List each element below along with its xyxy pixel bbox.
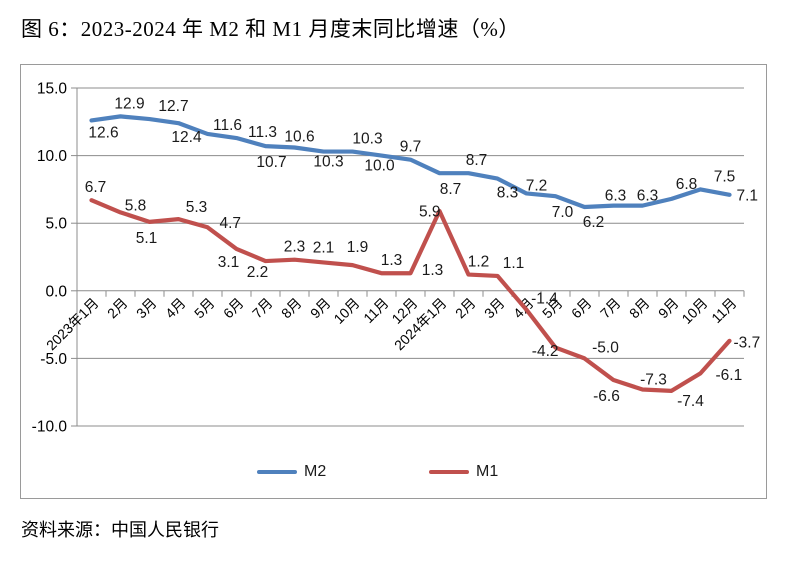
- x-axis-label: 8月: [278, 295, 305, 322]
- x-axis-label: 8月: [626, 295, 653, 322]
- data-label-m2: 10.0: [364, 158, 395, 175]
- data-label-m1: -5.0: [592, 339, 619, 356]
- chart-title: 图 6：2023-2024 年 M2 和 M1 月度末同比增速（%）: [21, 17, 520, 41]
- x-axis-label: 6月: [568, 295, 595, 322]
- data-label-m2: 12.9: [114, 95, 144, 112]
- y-axis-label: 15.0: [37, 81, 68, 98]
- series-line-m1: [89, 198, 732, 393]
- data-label-m2: 12.4: [171, 129, 202, 146]
- x-axis-label: 7月: [249, 295, 276, 322]
- data-label-m1: 3.1: [218, 254, 240, 271]
- data-label-m2: 6.3: [605, 188, 627, 205]
- data-label-m2: 8.3: [497, 185, 519, 202]
- data-label-m1: 1.1: [503, 255, 525, 272]
- x-axis-label: 2月: [104, 295, 131, 322]
- x-axis-label: 3月: [133, 295, 160, 322]
- data-label-m2: 7.2: [526, 177, 548, 194]
- data-label-m1: -3.7: [734, 334, 761, 351]
- x-axis-label: 2月: [452, 295, 479, 322]
- y-axis-label: 0.0: [45, 283, 67, 300]
- data-label-m1: -7.4: [677, 393, 704, 410]
- m2-legend-label: M2: [304, 463, 327, 480]
- x-axis-label: 9月: [655, 295, 682, 322]
- x-axis-label: 6月: [220, 295, 247, 322]
- data-label-m1: 5.9: [419, 204, 441, 221]
- x-axis-label: 10月: [330, 295, 362, 327]
- m2-legend-line-swatch: [257, 470, 297, 474]
- legend-item-m1: M1: [429, 461, 498, 483]
- y-axis-label: 10.0: [37, 148, 68, 165]
- data-label-m2: 10.6: [284, 128, 314, 145]
- data-label-m2: 9.7: [400, 139, 422, 156]
- data-label-m2: 12.7: [158, 98, 188, 115]
- data-label-m1: 6.7: [85, 179, 107, 196]
- data-label-m2: 10.7: [256, 154, 286, 171]
- x-axis-label: 5月: [191, 295, 218, 322]
- data-label-m1: -6.1: [716, 367, 743, 384]
- data-label-m2: 7.5: [714, 168, 736, 185]
- x-axis-label: 7月: [597, 295, 624, 322]
- data-label-m2: 8.7: [440, 181, 462, 198]
- data-label-m2: 11.3: [248, 124, 277, 141]
- data-label-m2: 7.0: [552, 204, 574, 221]
- data-label-m1: 1.9: [347, 239, 369, 256]
- source-note: 资料来源：中国人民银行: [21, 520, 219, 540]
- x-axis-label: 11月: [360, 295, 391, 326]
- data-label-m1: 4.7: [220, 215, 242, 232]
- data-label-m2: 6.3: [637, 188, 659, 205]
- y-axis-label: -10.0: [32, 419, 68, 436]
- m1-legend-label: M1: [476, 463, 499, 480]
- data-label-m1: -6.6: [593, 388, 620, 405]
- x-axis-label: 4月: [162, 295, 189, 322]
- data-label-m1: -1.4: [531, 291, 558, 308]
- data-label-m1: 1.3: [422, 262, 444, 279]
- data-label-m1: 5.1: [136, 230, 158, 247]
- data-label-m1: 2.3: [284, 239, 306, 256]
- data-label-m2: 6.2: [583, 214, 605, 231]
- x-axis-label: 3月: [481, 295, 508, 322]
- x-axis-label: 9月: [307, 295, 334, 322]
- data-label-m1: 5.8: [125, 197, 147, 214]
- data-label-m1: 2.1: [313, 239, 335, 256]
- data-label-m2: 6.8: [676, 176, 698, 193]
- data-label-m1: -7.3: [640, 371, 667, 388]
- m1-legend-line-swatch: [429, 470, 469, 474]
- chart-frame: 15.0 10.0 5.0 0.0 -5.0 -10.0 2023年1月 2月 3月 4月 5月 6月…: [20, 64, 767, 499]
- x-axis-label: 10月: [678, 295, 710, 327]
- data-label-m1: 1.3: [381, 252, 403, 269]
- x-axis-label: 11月: [708, 295, 739, 326]
- data-label-m2: 12.6: [88, 124, 118, 141]
- y-axis-label: 5.0: [45, 216, 67, 233]
- data-label-m1: -4.2: [532, 343, 559, 360]
- data-label-m1: 1.2: [468, 254, 490, 271]
- data-label-m1: 2.2: [247, 264, 269, 281]
- data-label-m2: 11.6: [213, 117, 242, 134]
- data-label-m2: 7.1: [737, 187, 759, 204]
- series-line-m2: [89, 114, 732, 210]
- x-axis-label: 2023年1月: [43, 295, 102, 354]
- legend-item-m2: M2: [257, 461, 326, 483]
- data-label-m1: 5.3: [186, 199, 208, 216]
- y-axis-label: -5.0: [40, 351, 67, 368]
- data-label-m2: 10.3: [352, 131, 382, 148]
- data-label-m2: 8.7: [466, 152, 488, 169]
- data-label-m2: 10.3: [313, 154, 343, 171]
